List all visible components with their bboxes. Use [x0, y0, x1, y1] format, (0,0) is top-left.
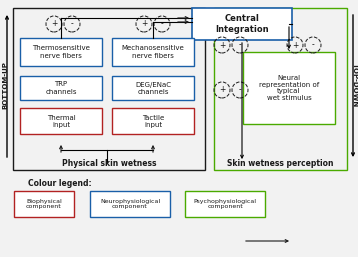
- Text: TOP-DOWN: TOP-DOWN: [352, 63, 358, 107]
- Bar: [185, 191, 265, 217]
- Bar: [243, 52, 335, 124]
- Text: Neurophysiological
component: Neurophysiological component: [100, 199, 160, 209]
- Text: Skin wetness perception: Skin wetness perception: [227, 159, 334, 168]
- Text: Physical skin wetness: Physical skin wetness: [62, 159, 156, 168]
- Text: Neural
representation of
typical
wet stimulus: Neural representation of typical wet sti…: [259, 75, 319, 102]
- Text: Thermal
input: Thermal input: [47, 115, 76, 127]
- Bar: [20, 38, 102, 66]
- Text: Psychophysiological
component: Psychophysiological component: [194, 199, 256, 209]
- Bar: [112, 38, 194, 66]
- Text: -: -: [311, 41, 314, 50]
- Bar: [14, 191, 74, 217]
- Text: BOTTOM-UP: BOTTOM-UP: [2, 61, 8, 109]
- Text: Central
Integration: Central Integration: [215, 14, 269, 34]
- Text: +: +: [219, 86, 225, 95]
- Text: +: +: [141, 20, 147, 29]
- Bar: [214, 8, 347, 170]
- Bar: [13, 8, 205, 170]
- Text: -: -: [71, 20, 73, 29]
- Text: Thermosensitive
nerve fibers: Thermosensitive nerve fibers: [32, 45, 90, 59]
- Text: -: -: [239, 86, 241, 95]
- Text: TRP
channels: TRP channels: [45, 81, 77, 95]
- Bar: [90, 191, 170, 217]
- Text: +: +: [219, 41, 225, 50]
- Bar: [112, 108, 194, 134]
- Bar: [20, 76, 102, 100]
- Text: +: +: [51, 20, 57, 29]
- Text: Biophysical
component: Biophysical component: [26, 199, 62, 209]
- Text: Mechanosensitive
nerve fibers: Mechanosensitive nerve fibers: [122, 45, 184, 59]
- Bar: [192, 8, 292, 40]
- Text: -: -: [161, 20, 163, 29]
- Bar: [20, 108, 102, 134]
- Text: Tactile
input: Tactile input: [142, 115, 164, 127]
- Text: Colour legend:: Colour legend:: [28, 179, 92, 188]
- Text: DEG/ENaC
channels: DEG/ENaC channels: [135, 81, 171, 95]
- Text: -: -: [239, 41, 241, 50]
- Bar: [112, 76, 194, 100]
- Text: +: +: [292, 41, 298, 50]
